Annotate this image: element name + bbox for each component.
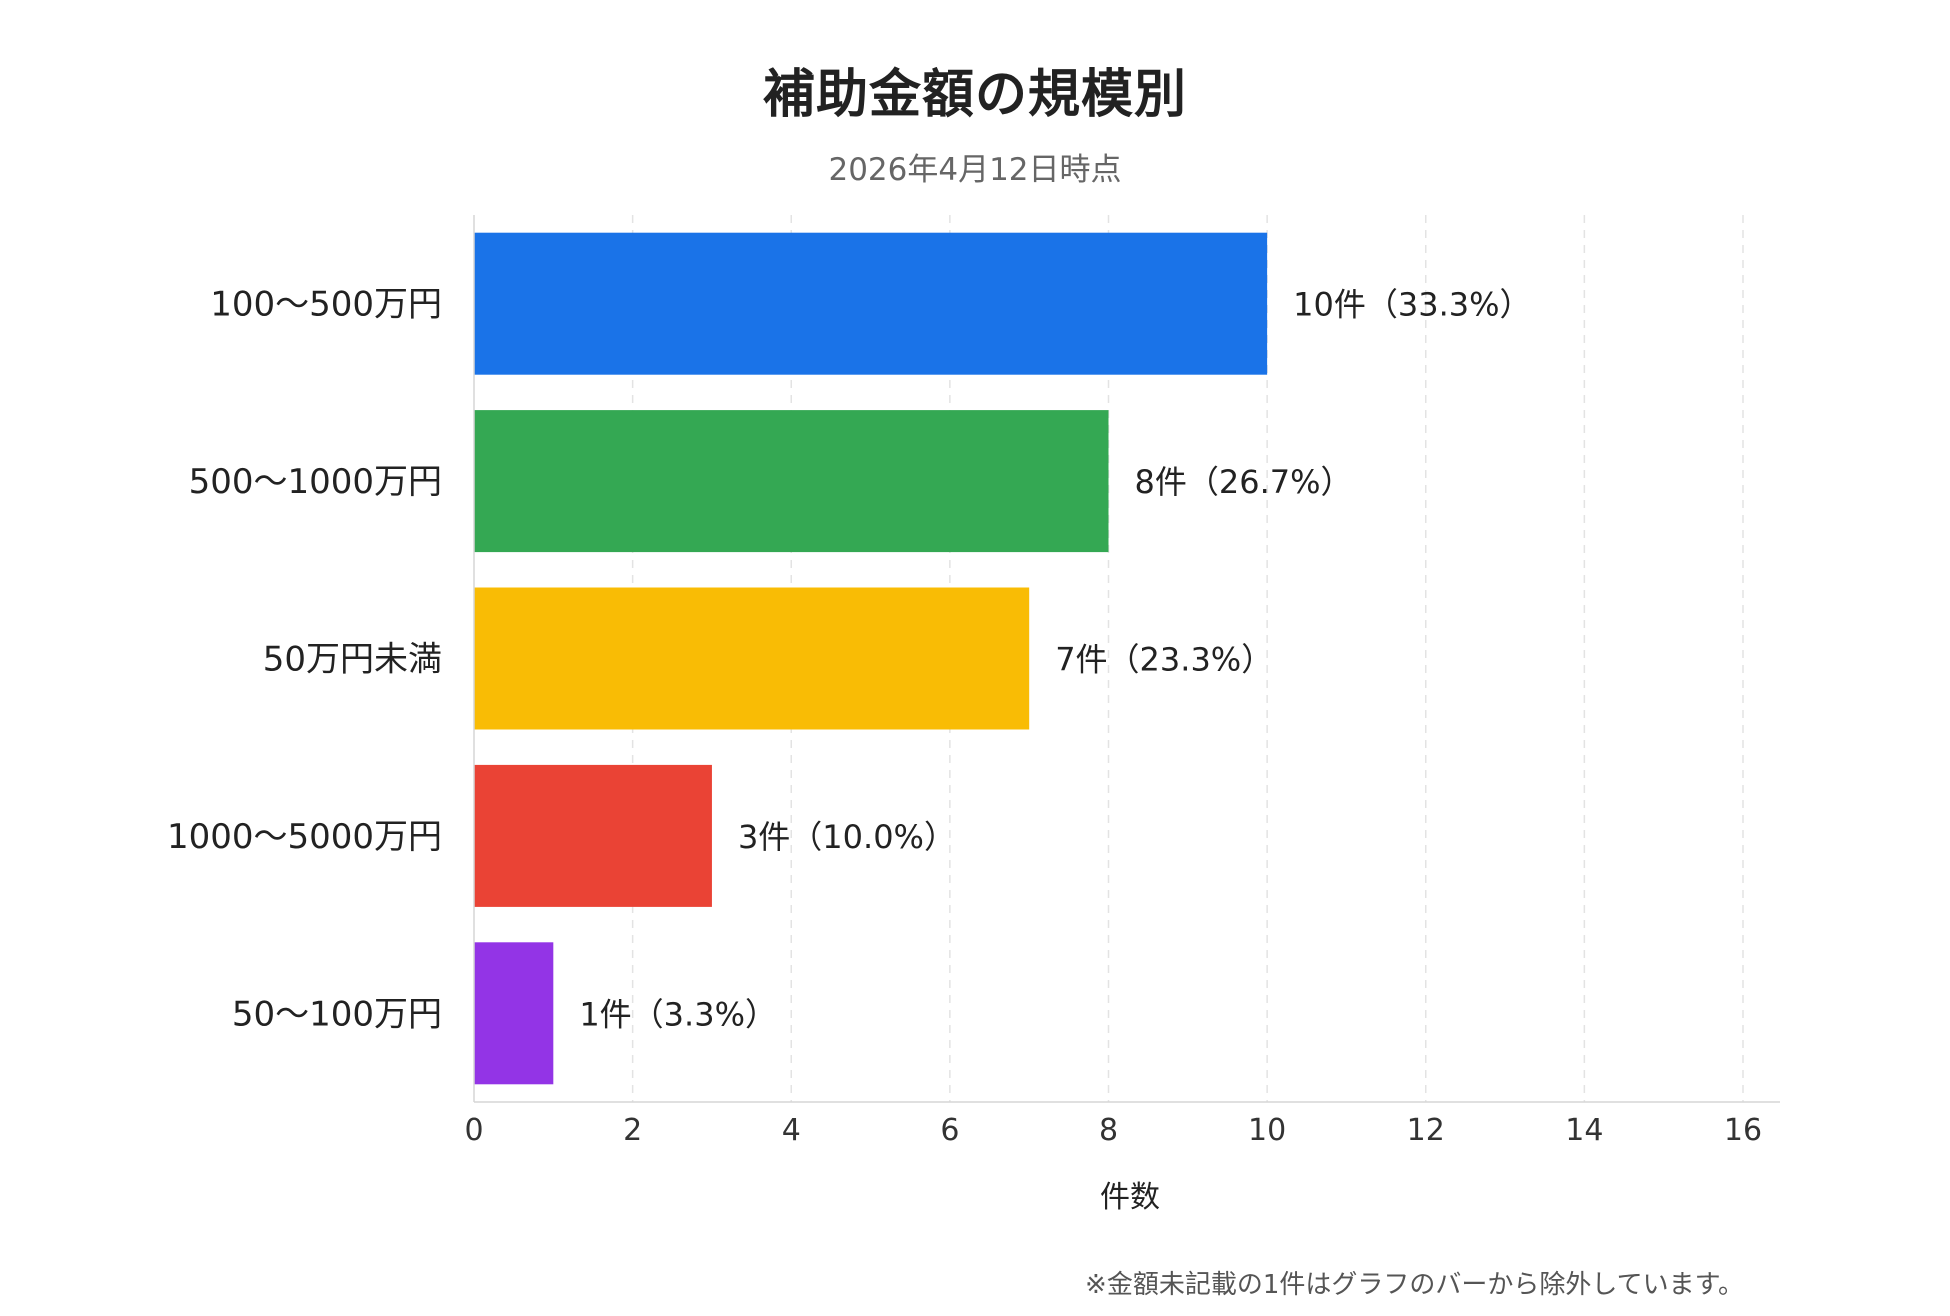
x-tick-label-2: 2 [623, 1113, 642, 1148]
category-label-4: 50〜100万円 [232, 994, 442, 1034]
x-tick-label-6: 6 [940, 1113, 959, 1148]
category-label-1: 500〜1000万円 [189, 462, 442, 502]
x-tick-label-12: 12 [1407, 1113, 1445, 1148]
data-label-4: 1件（3.3%） [579, 995, 777, 1033]
x-tick-label-16: 16 [1724, 1113, 1762, 1148]
category-label-3: 1000〜5000万円 [167, 817, 442, 857]
bar-2 [474, 587, 1030, 730]
chart-title: 補助金額の規模別 [762, 65, 1187, 125]
data-label-1: 8件（26.7%） [1135, 463, 1353, 501]
x-tick-label-4: 4 [782, 1113, 801, 1148]
x-axis-title: 件数 [1100, 1180, 1160, 1215]
x-tick-label-8: 8 [1099, 1113, 1118, 1148]
bar-3 [474, 764, 712, 907]
category-label-0: 100〜500万円 [210, 285, 442, 325]
x-tick-label-0: 0 [464, 1113, 483, 1148]
x-tick-label-10: 10 [1248, 1113, 1286, 1148]
chart-subtitle: 2026年4月12日時点 [828, 152, 1122, 188]
data-label-0: 10件（33.3%） [1293, 286, 1531, 324]
x-tick-label-14: 14 [1565, 1113, 1603, 1148]
chart-footnote: ※金額未記載の1件はグラフのバーから除外しています。 [1085, 1270, 1744, 1300]
bar-1 [474, 410, 1109, 553]
data-label-3: 3件（10.0%） [738, 818, 956, 856]
bar-0 [474, 232, 1268, 375]
data-label-2: 7件（23.3%） [1055, 641, 1273, 679]
category-label-2: 50万円未満 [263, 640, 442, 680]
bar-4 [474, 942, 554, 1085]
